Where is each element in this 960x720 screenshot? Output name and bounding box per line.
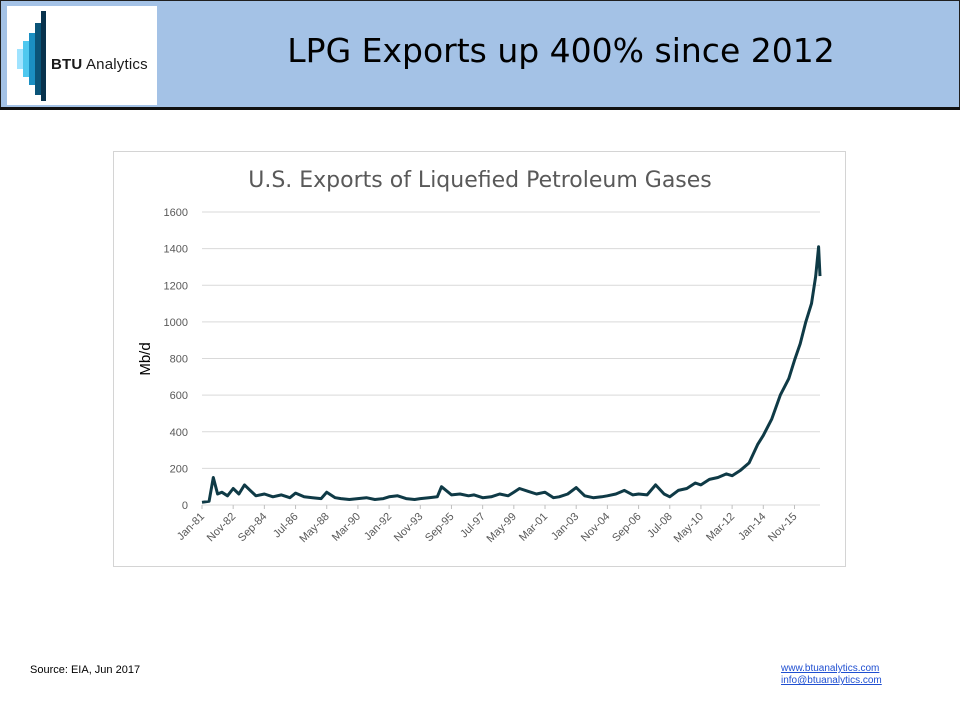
website-link[interactable]: www.btuanalytics.com xyxy=(781,663,880,674)
y-tick-label: 1400 xyxy=(164,244,188,256)
x-tick-label: Jul-08 xyxy=(645,511,675,541)
y-tick-label: 600 xyxy=(170,390,188,402)
y-tick-label: 1200 xyxy=(164,280,188,292)
y-tick-label: 1600 xyxy=(164,207,188,219)
series-line xyxy=(201,245,822,504)
x-tick-label: Nov-93 xyxy=(392,511,426,545)
x-tick-label: Nov-82 xyxy=(205,511,239,545)
y-axis-label: Mb/d xyxy=(137,342,154,375)
x-tick-label: Sep-06 xyxy=(610,511,644,545)
logo-bar-2 xyxy=(23,41,29,77)
header-banner: BTU Analytics LPG Exports up 400% since … xyxy=(0,0,960,108)
chart-area: U.S. Exports of Liquefied Petroleum Gase… xyxy=(113,151,846,567)
email-link[interactable]: info@btuanalytics.com xyxy=(781,675,882,686)
y-tick-label: 1000 xyxy=(164,317,188,329)
x-tick-label: Nov-04 xyxy=(579,511,613,545)
logo-bar-5 xyxy=(41,11,46,101)
x-tick-label: Mar-90 xyxy=(330,511,363,544)
logo-bar-1 xyxy=(17,49,23,69)
page-title: LPG Exports up 400% since 2012 xyxy=(287,31,835,70)
y-tick-label: 200 xyxy=(170,463,188,475)
lpg-exports-chart: U.S. Exports of Liquefied Petroleum Gase… xyxy=(137,168,822,545)
source-note: Source: EIA, Jun 2017 xyxy=(30,664,141,676)
x-tick-label: Jul-86 xyxy=(271,511,301,541)
x-tick-label: Jan-92 xyxy=(362,511,394,543)
y-tick-label: 800 xyxy=(170,354,188,366)
x-tick-label: Nov-15 xyxy=(766,511,800,545)
x-tick-label: Jan-81 xyxy=(175,511,207,543)
company-logo: BTU Analytics xyxy=(7,6,157,105)
chart-title: U.S. Exports of Liquefied Petroleum Gase… xyxy=(248,168,712,193)
logo-bar-4 xyxy=(35,23,41,95)
x-tick-label: May-10 xyxy=(672,511,706,545)
x-tick-label: Sep-84 xyxy=(236,511,270,545)
x-tick-label: Jul-97 xyxy=(458,511,488,541)
y-tick-label: 0 xyxy=(182,500,188,512)
x-tick-label: Jan-14 xyxy=(736,511,768,543)
x-tick-label: Sep-95 xyxy=(423,511,457,545)
logo-wordmark: BTU Analytics xyxy=(51,56,148,73)
x-tick-label: Jan-03 xyxy=(549,511,581,543)
logo-bar-3 xyxy=(29,33,35,85)
logo-bars-icon xyxy=(17,11,46,101)
header-divider xyxy=(0,107,960,110)
x-tick-label: May-99 xyxy=(485,511,519,545)
x-tick-label: Mar-01 xyxy=(517,511,550,544)
y-tick-label: 400 xyxy=(170,427,188,439)
x-tick-label: May-88 xyxy=(297,511,331,545)
x-tick-label: Mar-12 xyxy=(704,511,737,544)
contact-links: www.btuanalytics.com info@btuanalytics.c… xyxy=(781,663,882,687)
